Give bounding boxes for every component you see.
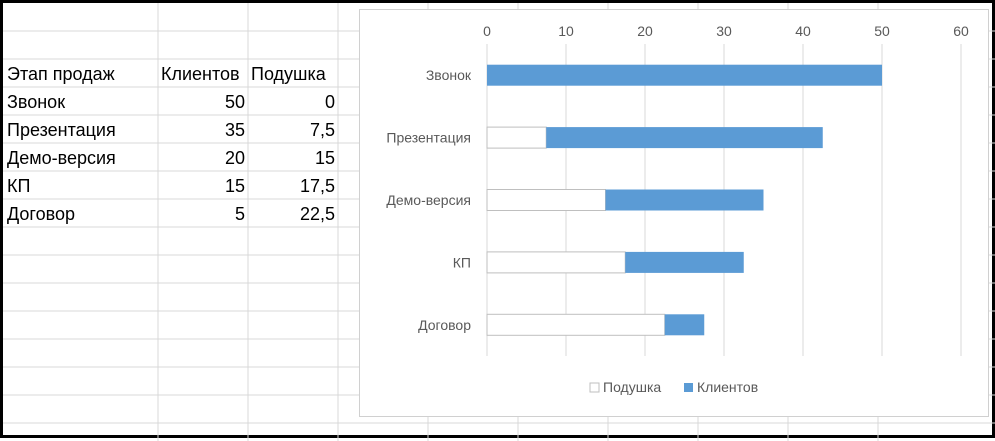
- bar-cushion: [486, 313, 666, 336]
- bar-clients: [625, 251, 744, 273]
- x-tick-label: 0: [483, 23, 491, 39]
- x-tick-label: 40: [795, 23, 811, 39]
- bar-clients: [487, 64, 882, 86]
- cell-stage[interactable]: Презентация: [7, 120, 116, 140]
- cell-cushion[interactable]: 7,5: [309, 120, 335, 140]
- bar-cushion: [486, 251, 626, 274]
- cell-clients[interactable]: 20: [224, 148, 245, 168]
- cell-cushion[interactable]: 0: [324, 92, 335, 112]
- category-label: Звонок: [426, 67, 472, 83]
- category-label: Презентация: [386, 130, 471, 146]
- category-label: КП: [453, 254, 471, 270]
- cell-stage[interactable]: КП: [7, 176, 31, 196]
- cell-cushion[interactable]: 15: [314, 148, 335, 168]
- cell-clients[interactable]: 35: [224, 120, 245, 140]
- legend-swatch-clients: [684, 383, 693, 392]
- bar-cushion: [486, 189, 606, 211]
- x-tick-label: 20: [637, 23, 653, 39]
- stacked-bar-chart[interactable]: 0 10 20 30 40 50 60 Звонок Презентация Демо-верси…: [360, 10, 990, 418]
- cell-clients[interactable]: 50: [224, 92, 245, 112]
- x-tick-label: 60: [953, 23, 969, 39]
- legend-label-cushion: Подушка: [603, 379, 661, 395]
- cell-stage[interactable]: Демо-версия: [7, 148, 116, 168]
- bar-clients: [546, 127, 823, 149]
- x-tick-label: 10: [558, 23, 574, 39]
- legend-swatch-cushion: [589, 382, 600, 393]
- x-tick-label: 50: [874, 23, 890, 39]
- cell-clients[interactable]: 15: [224, 176, 245, 196]
- header-cell-cushion[interactable]: Подушка: [251, 64, 326, 84]
- cell-cushion[interactable]: 17,5: [299, 176, 335, 196]
- bar-clients: [605, 189, 764, 211]
- chart-panel[interactable]: 0 10 20 30 40 50 60 Звонок Презентация Демо-верси…: [359, 9, 989, 417]
- legend-label-clients: Клиентов: [697, 379, 758, 395]
- category-label: Договор: [418, 317, 471, 333]
- header-cell-stage[interactable]: Этап продаж: [7, 64, 115, 84]
- cell-clients[interactable]: 5: [234, 204, 245, 224]
- bar-cushion: [486, 126, 547, 149]
- category-label: Демо-версия: [386, 192, 471, 208]
- cell-stage[interactable]: Договор: [7, 204, 75, 224]
- x-tick-label: 30: [716, 23, 732, 39]
- cell-cushion[interactable]: 22,5: [299, 204, 335, 224]
- cell-stage[interactable]: Звонок: [7, 92, 66, 112]
- header-cell-clients[interactable]: Клиентов: [161, 64, 240, 84]
- bar-clients: [664, 314, 705, 336]
